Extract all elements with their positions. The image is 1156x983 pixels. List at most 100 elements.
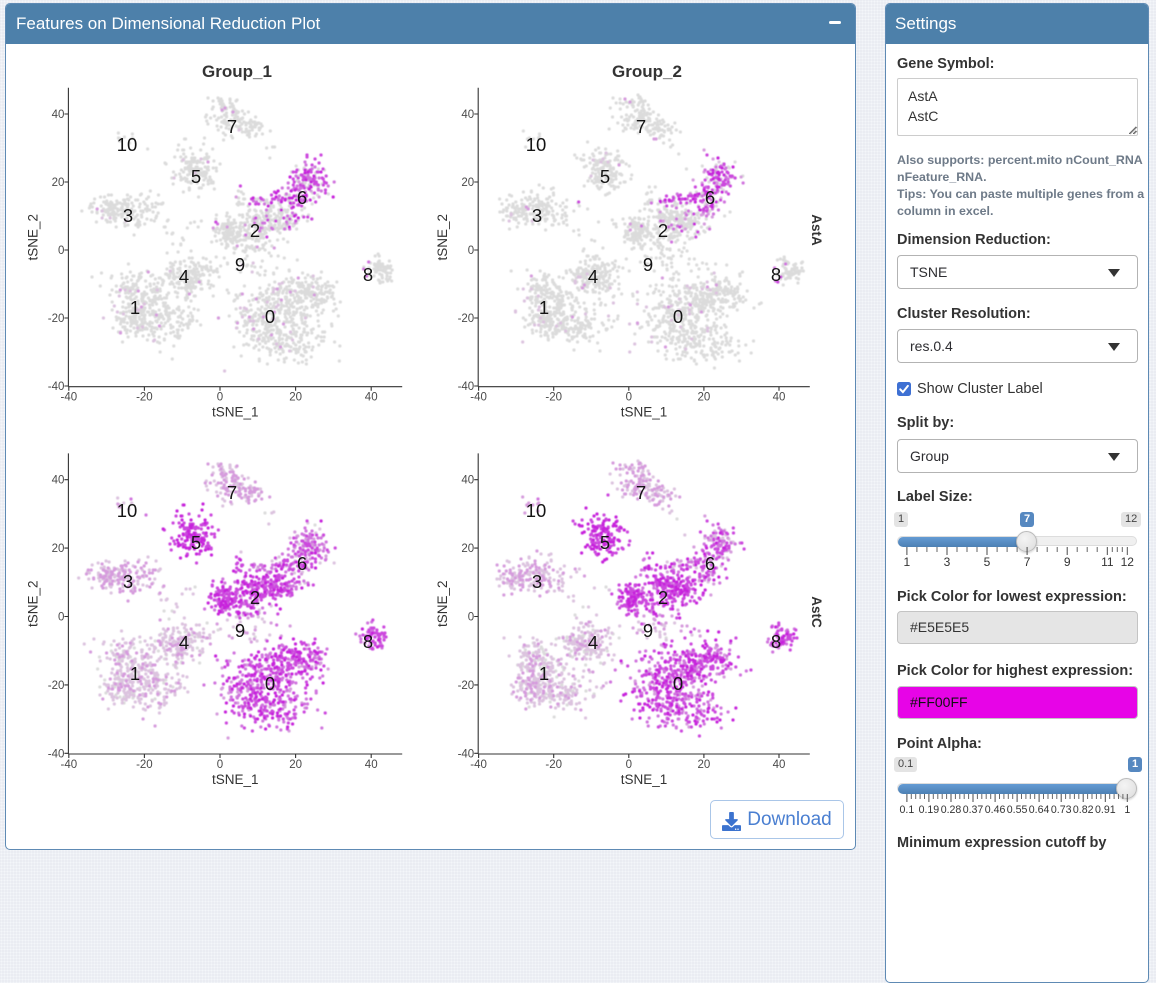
svg-text:0: 0 [58,245,64,257]
svg-text:5: 5 [600,166,610,187]
svg-text:12: 12 [1121,555,1135,569]
svg-text:9: 9 [235,254,245,275]
svg-text:1: 1 [539,663,549,684]
svg-text:0.82: 0.82 [1073,804,1094,816]
svg-text:Group_1: Group_1 [202,62,272,81]
svg-text:6: 6 [705,553,715,574]
svg-text:40: 40 [773,759,786,771]
svg-text:2: 2 [250,587,260,608]
svg-text:0: 0 [217,759,223,771]
svg-text:5: 5 [984,555,991,569]
svg-text:0.91: 0.91 [1095,804,1116,816]
svg-text:10: 10 [117,500,138,521]
svg-text:0.64: 0.64 [1029,804,1050,816]
svg-text:0: 0 [265,673,275,694]
svg-text:0: 0 [265,306,275,327]
svg-text:40: 40 [52,475,65,487]
svg-text:3: 3 [532,205,542,226]
svg-text:10: 10 [117,134,138,155]
svg-text:1: 1 [904,555,911,569]
svg-text:6: 6 [705,187,715,208]
svg-text:0.55: 0.55 [1007,804,1028,816]
svg-text:7: 7 [227,482,237,503]
svg-text:0: 0 [468,245,474,257]
svg-text:20: 20 [698,392,711,404]
svg-text:11: 11 [1101,555,1114,569]
svg-text:2: 2 [250,220,260,241]
svg-text:1: 1 [1124,804,1130,816]
svg-text:9: 9 [235,620,245,641]
svg-text:-20: -20 [458,680,475,692]
svg-text:tSNE_2: tSNE_2 [435,580,450,627]
svg-text:3: 3 [123,205,133,226]
svg-text:7: 7 [227,116,237,137]
svg-text:-40: -40 [470,392,487,404]
svg-text:40: 40 [52,109,65,121]
svg-text:9: 9 [643,254,653,275]
svg-text:0: 0 [673,673,683,694]
svg-text:40: 40 [365,759,378,771]
svg-text:40: 40 [365,392,378,404]
svg-text:20: 20 [461,543,474,555]
svg-text:0: 0 [468,612,474,624]
svg-text:2: 2 [658,220,668,241]
svg-text:40: 40 [461,475,474,487]
svg-text:tSNE_1: tSNE_1 [621,772,668,787]
svg-text:6: 6 [297,553,307,574]
svg-text:5: 5 [191,166,201,187]
svg-text:0.73: 0.73 [1051,804,1072,816]
svg-text:tSNE_2: tSNE_2 [25,580,40,627]
svg-text:8: 8 [363,631,373,652]
svg-text:-40: -40 [48,748,65,760]
svg-text:tSNE_1: tSNE_1 [212,405,259,420]
svg-text:-40: -40 [48,381,65,393]
svg-text:1: 1 [130,663,140,684]
svg-text:8: 8 [771,264,781,285]
svg-text:10: 10 [526,500,547,521]
svg-text:tSNE_1: tSNE_1 [212,772,259,787]
svg-text:-40: -40 [470,759,487,771]
svg-text:tSNE_2: tSNE_2 [25,214,40,261]
svg-text:0: 0 [673,306,683,327]
svg-text:0.1: 0.1 [900,804,915,816]
svg-text:-20: -20 [458,313,475,325]
svg-text:1: 1 [539,297,549,318]
svg-text:-20: -20 [48,680,65,692]
svg-text:AstC: AstC [809,596,824,628]
svg-text:0: 0 [626,759,632,771]
svg-text:40: 40 [773,392,786,404]
svg-text:3: 3 [532,571,542,592]
svg-text:5: 5 [191,532,201,553]
svg-text:20: 20 [289,392,302,404]
svg-text:0: 0 [626,392,632,404]
svg-text:-20: -20 [136,759,153,771]
svg-text:0: 0 [58,612,64,624]
svg-text:40: 40 [461,109,474,121]
svg-text:4: 4 [588,266,598,287]
svg-text:-40: -40 [60,392,77,404]
svg-text:8: 8 [363,264,373,285]
svg-text:tSNE_2: tSNE_2 [435,214,450,261]
svg-text:10: 10 [526,134,547,155]
svg-text:Group_2: Group_2 [612,62,682,81]
svg-text:8: 8 [771,631,781,652]
svg-text:AstA: AstA [809,214,824,246]
svg-text:0.46: 0.46 [985,804,1006,816]
svg-text:0.19: 0.19 [919,804,940,816]
svg-text:3: 3 [944,555,951,569]
svg-text:20: 20 [52,543,65,555]
svg-text:-40: -40 [458,748,475,760]
svg-text:0.28: 0.28 [941,804,962,816]
svg-text:9: 9 [1064,555,1071,569]
svg-text:4: 4 [179,266,189,287]
svg-text:4: 4 [179,632,189,653]
svg-text:-20: -20 [545,759,562,771]
svg-text:9: 9 [643,620,653,641]
svg-text:0: 0 [217,392,223,404]
svg-text:7: 7 [1024,555,1031,569]
svg-text:-20: -20 [136,392,153,404]
svg-text:4: 4 [588,632,598,653]
svg-text:0.37: 0.37 [963,804,984,816]
svg-text:7: 7 [636,116,646,137]
svg-text:3: 3 [123,571,133,592]
